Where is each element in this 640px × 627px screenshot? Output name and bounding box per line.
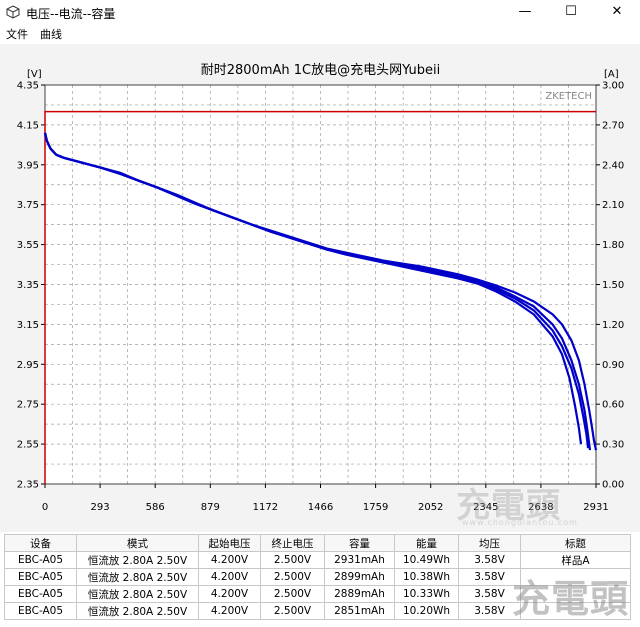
cell-start-voltage: 4.200V: [198, 551, 261, 569]
watermark-logo-corner: 充電頭: [512, 577, 630, 621]
table-header-row: 设备 模式 起始电压 终止电压 容量 能量 均压 标题: [4, 534, 631, 552]
x-tick-label: 0: [42, 502, 48, 513]
cell-avg-voltage: 3.58V: [458, 585, 521, 603]
y-left-axis-unit: [V]: [27, 69, 42, 80]
cell-device: EBC-A05: [4, 585, 77, 603]
x-tick-label: 2638: [528, 502, 553, 513]
cell-mode: 恒流放 2.80A 2.50V: [76, 551, 199, 569]
y-left-tick-label: 3.35: [17, 280, 39, 291]
cell-avg-voltage: 3.58V: [458, 602, 521, 620]
cell-mode: 恒流放 2.80A 2.50V: [76, 585, 199, 603]
col-header-energy[interactable]: 能量: [394, 534, 459, 552]
y-left-tick-label: 3.55: [17, 240, 39, 251]
x-tick-label: 1172: [253, 502, 278, 513]
cell-energy: 10.20Wh: [394, 602, 459, 620]
cell-device: EBC-A05: [4, 602, 77, 620]
cell-label[interactable]: [520, 602, 631, 620]
cell-start-voltage: 4.200V: [198, 602, 261, 620]
y-left-tick-label: 2.55: [17, 440, 39, 451]
chart-title: 耐时2800mAh 1C放电@充电头网Yubeii: [201, 62, 441, 78]
col-header-device[interactable]: 设备: [4, 534, 77, 552]
table-row[interactable]: EBC-A05 恒流放 2.80A 2.50V 4.200V 2.500V 28…: [4, 602, 631, 620]
x-tick-label: 1759: [363, 502, 388, 513]
results-table: 设备 模式 起始电压 终止电压 容量 能量 均压 标题 EBC-A05 恒流放 …: [4, 534, 631, 620]
x-tick-label: 293: [91, 502, 110, 513]
y-left-tick-label: 3.95: [17, 160, 39, 171]
close-button[interactable]: ✕: [611, 4, 623, 19]
y-right-tick-label: 2.70: [602, 120, 624, 131]
x-tick-label: 586: [146, 502, 165, 513]
x-tick-label: 2931: [583, 502, 608, 513]
minimize-button[interactable]: —: [518, 4, 532, 19]
table-row[interactable]: EBC-A05 恒流放 2.80A 2.50V 4.200V 2.500V 29…: [4, 551, 631, 569]
zketech-watermark: ZKETECH: [545, 91, 592, 102]
x-tick-label: 2052: [418, 502, 443, 513]
cell-avg-voltage: 3.58V: [458, 551, 521, 569]
cell-capacity: 2851mAh: [324, 602, 395, 620]
y-right-tick-label: 0.90: [602, 360, 624, 371]
cell-energy: 10.38Wh: [394, 568, 459, 586]
menu-file[interactable]: 文件: [6, 28, 28, 41]
y-right-tick-label: 1.80: [602, 240, 624, 251]
cell-energy: 10.49Wh: [394, 551, 459, 569]
y-left-tick-label: 2.75: [17, 400, 39, 411]
col-header-start-voltage[interactable]: 起始电压: [198, 534, 261, 552]
x-tick-label: 2345: [473, 502, 498, 513]
y-left-tick-label: 4.15: [17, 120, 39, 131]
voltage-series-line: [43, 132, 583, 445]
maximize-button[interactable]: ☐: [565, 4, 577, 19]
cell-label[interactable]: 样品A: [520, 551, 631, 569]
cell-device: EBC-A05: [4, 568, 77, 586]
cell-energy: 10.33Wh: [394, 585, 459, 603]
y-right-tick-label: 2.10: [602, 200, 624, 211]
y-right-axis-unit: [A]: [604, 69, 619, 80]
results-table-wrap: 设备 模式 起始电压 终止电压 容量 能量 均压 标题 EBC-A05 恒流放 …: [4, 534, 636, 627]
app-icon: [6, 5, 20, 19]
x-tick-label: 1466: [308, 502, 333, 513]
cell-end-voltage: 2.500V: [260, 568, 325, 586]
title-bar: 电压--电流--容量 — ☐ ✕: [0, 0, 640, 24]
y-right-tick-label: 1.50: [602, 280, 624, 291]
cell-device: EBC-A05: [4, 551, 77, 569]
table-row[interactable]: EBC-A05 恒流放 2.80A 2.50V 4.200V 2.500V 28…: [4, 585, 631, 603]
current-line: [44, 110, 596, 484]
watermark-url: www.chongdiantou.com: [462, 518, 578, 527]
y-left-tick-label: 3.75: [17, 200, 39, 211]
cell-avg-voltage: 3.58V: [458, 568, 521, 586]
cell-capacity: 2899mAh: [324, 568, 395, 586]
y-left-tick-label: 2.35: [17, 480, 39, 491]
menu-curve[interactable]: 曲线: [40, 28, 62, 41]
cell-end-voltage: 2.500V: [260, 602, 325, 620]
cell-mode: 恒流放 2.80A 2.50V: [76, 568, 199, 586]
cell-mode: 恒流放 2.80A 2.50V: [76, 602, 199, 620]
y-left-tick-label: 2.95: [17, 360, 39, 371]
cell-capacity: 2889mAh: [324, 585, 395, 603]
col-header-label[interactable]: 标题: [520, 534, 631, 552]
col-header-avg-voltage[interactable]: 均压: [458, 534, 521, 552]
col-header-mode[interactable]: 模式: [76, 534, 199, 552]
y-left-tick-label: 4.35: [17, 81, 39, 92]
cell-start-voltage: 4.200V: [198, 585, 261, 603]
watermark-logo: 充電頭: [456, 486, 561, 526]
table-row[interactable]: EBC-A05 恒流放 2.80A 2.50V 4.200V 2.500V 28…: [4, 568, 631, 586]
x-tick-label: 879: [201, 502, 220, 513]
cell-capacity: 2931mAh: [324, 551, 395, 569]
y-right-tick-label: 1.20: [602, 320, 624, 331]
discharge-chart: 4.35 4.15 3.95 3.75 3.55 3.35 3.15 2.95 2.75 2.55…: [17, 62, 625, 513]
window-title: 电压--电流--容量: [26, 7, 116, 21]
y-right-tick-label: 2.40: [602, 160, 624, 171]
y-right-tick-label: 0.00: [602, 480, 624, 491]
y-left-tick-label: 3.15: [17, 320, 39, 331]
col-header-end-voltage[interactable]: 终止电压: [260, 534, 325, 552]
cell-end-voltage: 2.500V: [260, 551, 325, 569]
col-header-capacity[interactable]: 容量: [324, 534, 395, 552]
menu-bar: 文件 曲线: [0, 24, 640, 42]
y-right-tick-label: 0.30: [602, 440, 624, 451]
cell-start-voltage: 4.200V: [198, 568, 261, 586]
y-right-tick-label: 0.60: [602, 400, 624, 411]
y-right-tick-label: 3.00: [602, 81, 624, 92]
cell-end-voltage: 2.500V: [260, 585, 325, 603]
